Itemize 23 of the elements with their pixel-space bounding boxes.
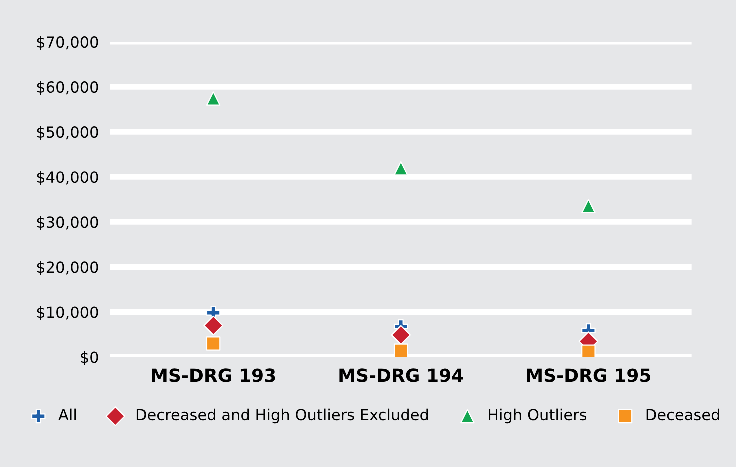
point (394, 161, 408, 176)
legend-label: Deceased (646, 408, 720, 421)
y-tick-label: $30,000 (37, 216, 98, 230)
y-tick-label: $50,000 (37, 126, 98, 140)
x-tick-label: MS-DRG 195 (527, 368, 650, 382)
x-tick-label: MS-DRG 193 (152, 368, 276, 382)
y-tick-label: $40,000 (37, 171, 98, 186)
y-tick-label: $60,000 (37, 81, 98, 96)
y-tick-label: $10,000 (37, 306, 98, 320)
point (206, 336, 221, 351)
y-tick-label: $0 (81, 351, 98, 366)
legend-label: High Outliers (489, 408, 587, 424)
point (582, 344, 596, 358)
legend-label: All (58, 408, 76, 420)
point (204, 316, 224, 336)
point (394, 344, 408, 358)
point (391, 325, 411, 346)
legend-label: Decreased and High Outliers Excluded (136, 408, 428, 424)
y-tick-label: $20,000 (37, 261, 98, 276)
x-tick-label: MS-DRG 194 (340, 368, 464, 382)
y-tick-label: $70,000 (37, 36, 98, 50)
point (582, 199, 596, 214)
point (206, 92, 221, 106)
